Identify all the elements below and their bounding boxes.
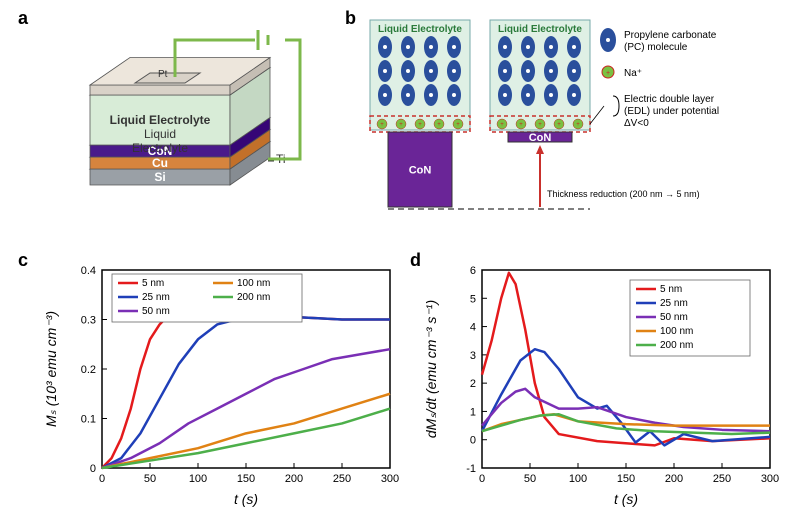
svg-text:2: 2 [470, 378, 476, 390]
svg-text:+: + [606, 70, 610, 77]
svg-text:50 nm: 50 nm [142, 306, 170, 317]
svg-text:+: + [380, 122, 384, 128]
svg-text:4: 4 [470, 322, 476, 334]
svg-text:50 nm: 50 nm [660, 312, 688, 323]
panel-c-chart: 0 50 100 150 200 250 300 0 0.1 0.2 0.3 0.4 t (s) Mₛ (… [40, 260, 400, 510]
svg-text:200 nm: 200 nm [237, 292, 270, 303]
svg-text:+: + [456, 122, 460, 128]
svg-text:Liquid: Liquid [144, 127, 176, 141]
svg-text:t (s): t (s) [234, 491, 258, 507]
svg-text:200: 200 [665, 473, 683, 485]
svg-text:+: + [538, 122, 542, 128]
svg-text:200 nm: 200 nm [660, 340, 693, 351]
panel-label-b: b [345, 8, 356, 29]
svg-text:Cu: Cu [152, 156, 168, 170]
svg-text:150: 150 [237, 473, 255, 485]
svg-text:-1: -1 [466, 463, 476, 475]
svg-text:300: 300 [761, 473, 779, 485]
svg-text:100 nm: 100 nm [237, 278, 270, 289]
svg-text:0.3: 0.3 [81, 315, 96, 327]
svg-text:25 nm: 25 nm [142, 292, 170, 303]
svg-text:150: 150 [617, 473, 635, 485]
edl-svg: Liquid Electrolyte + + + + + CoN Liquid Electro… [360, 12, 780, 232]
svg-text:100: 100 [189, 473, 207, 485]
svg-text:Liquid Electrolyte: Liquid Electrolyte [498, 24, 582, 35]
svg-text:CoN: CoN [409, 165, 432, 177]
svg-text:Mₛ (10³ emu cm⁻³): Mₛ (10³ emu cm⁻³) [43, 311, 59, 427]
svg-text:200: 200 [285, 473, 303, 485]
svg-text:Pt: Pt [158, 69, 168, 80]
svg-text:0.1: 0.1 [81, 414, 96, 426]
svg-text:dMₛ/dt (emu cm⁻³ s⁻¹): dMₛ/dt (emu cm⁻³ s⁻¹) [423, 300, 439, 438]
svg-text:+: + [557, 122, 561, 128]
svg-text:50: 50 [144, 473, 156, 485]
svg-text:250: 250 [333, 473, 351, 485]
svg-text:25 nm: 25 nm [660, 298, 688, 309]
svg-text:3: 3 [470, 350, 476, 362]
svg-text:+: + [399, 122, 403, 128]
panel-b-edl-schematic: Liquid Electrolyte + + + + + CoN Liquid Electro… [360, 12, 780, 232]
svg-text:100: 100 [569, 473, 587, 485]
panel-label-c: c [18, 250, 28, 271]
panel-a-device-schematic: SiCuCoNLiquid ElectrolytePtLiquidElectro… [50, 20, 330, 240]
svg-text:t (s): t (s) [614, 491, 638, 507]
svg-text:Liquid Electrolyte: Liquid Electrolyte [110, 113, 211, 127]
svg-text:1: 1 [470, 406, 476, 418]
figure-root: a b c d SiCuCoNLiquid ElectrolytePtLiqui… [0, 0, 800, 530]
svg-text:Na⁺: Na⁺ [624, 68, 642, 79]
svg-text:0: 0 [470, 435, 476, 447]
panel-d-chart: 050100150200250300-10123456t (s)dMₛ/dt (… [420, 260, 780, 510]
svg-text:5 nm: 5 nm [142, 278, 164, 289]
svg-text:0: 0 [479, 473, 485, 485]
panel-label-a: a [18, 8, 28, 29]
svg-text:Electrolyte: Electrolyte [132, 141, 188, 155]
svg-text:Si: Si [154, 170, 165, 184]
svg-text:+: + [437, 122, 441, 128]
device-stack-svg: SiCuCoNLiquid ElectrolytePtLiquidElectro… [50, 20, 330, 240]
svg-text:+: + [418, 122, 422, 128]
svg-text:(EDL) under potential: (EDL) under potential [624, 106, 719, 117]
chart-d-svg: 050100150200250300-10123456t (s)dMₛ/dt (… [420, 260, 780, 510]
svg-text:250: 250 [713, 473, 731, 485]
svg-text:+: + [576, 122, 580, 128]
svg-text:Thickness reduction (200 nm →: Thickness reduction (200 nm → 5 nm) [547, 189, 700, 199]
svg-text:Electric double layer: Electric double layer [624, 94, 715, 105]
svg-text:0.2: 0.2 [81, 364, 96, 376]
svg-text:CoN: CoN [529, 132, 552, 144]
svg-text:0.4: 0.4 [81, 265, 96, 277]
svg-text:300: 300 [381, 473, 399, 485]
svg-text:5: 5 [470, 293, 476, 305]
svg-text:ΔV<0: ΔV<0 [624, 118, 649, 129]
svg-text:Propylene carbonate: Propylene carbonate [624, 30, 717, 41]
svg-text:100 nm: 100 nm [660, 326, 693, 337]
svg-text:5 nm: 5 nm [660, 284, 682, 295]
svg-text:0: 0 [99, 473, 105, 485]
svg-text:+: + [500, 122, 504, 128]
svg-text:(PC) molecule: (PC) molecule [624, 42, 688, 53]
svg-text:+: + [519, 122, 523, 128]
svg-text:50: 50 [524, 473, 536, 485]
svg-text:0: 0 [90, 463, 96, 475]
svg-text:6: 6 [470, 265, 476, 277]
svg-text:Liquid Electrolyte: Liquid Electrolyte [378, 24, 462, 35]
chart-c-svg: 0 50 100 150 200 250 300 0 0.1 0.2 0.3 0.4 t (s) Mₛ (… [40, 260, 400, 510]
